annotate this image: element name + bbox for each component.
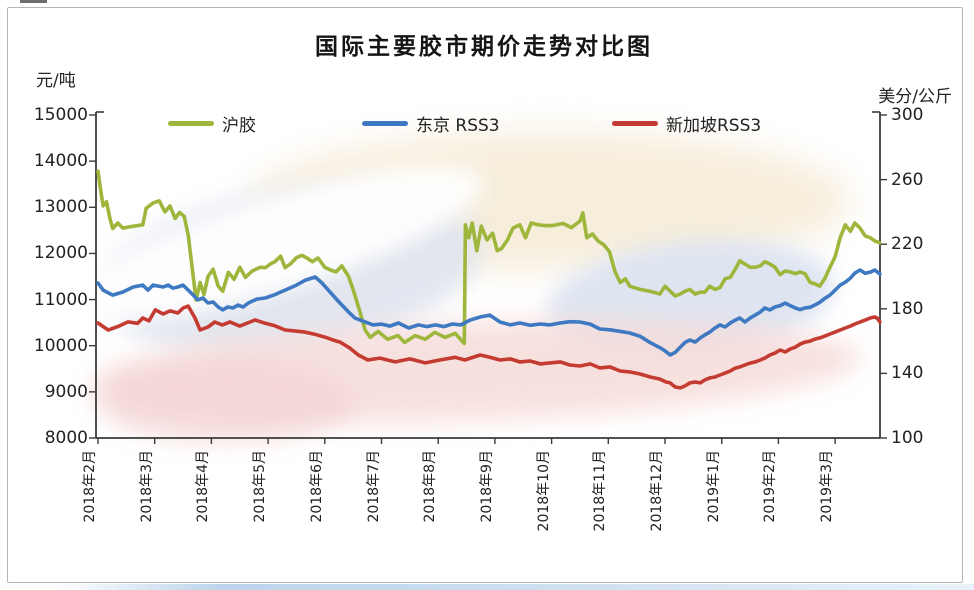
x-axis-label: 2018年8月	[422, 450, 439, 523]
x-axis-label: 2018年12月	[649, 450, 665, 532]
top-left-crop-artifact	[20, 0, 47, 3]
legend-swatch	[168, 121, 214, 126]
chart-border-frame	[7, 7, 963, 583]
legend-label: 东京 RSS3	[416, 116, 500, 136]
series-line-0	[96, 169, 882, 346]
x-axis-label: 2018年4月	[195, 450, 212, 523]
legend-swatch	[612, 121, 658, 126]
right-axis-tick-label: 100	[891, 428, 924, 448]
x-axis-label: 2018年11月	[592, 450, 609, 532]
right-axis-tick-label: 220	[891, 234, 924, 255]
x-axis-label: 2018年6月	[308, 450, 325, 523]
left-axis-tick-label: 11000	[33, 289, 88, 310]
left-axis-tick-label: 12000	[33, 243, 88, 264]
right-axis-tick-label: 140	[891, 363, 924, 384]
x-axis-label: 2018年3月	[138, 450, 155, 523]
x-axis-label: 2018年9月	[478, 450, 495, 523]
right-axis-tick-label: 180	[891, 298, 924, 319]
left-axis-tick-label: 13000	[33, 197, 88, 218]
legend-item-0: 沪胶	[168, 111, 256, 136]
left-axis-unit-label: 元/吨	[36, 71, 76, 91]
left-axis-tick-label: 15000	[33, 105, 88, 125]
left-axis-tick-label: 8000	[44, 428, 88, 448]
right-axis-tick-label: 260	[891, 169, 924, 190]
chart-title: 国际主要胶市期价走势对比图	[315, 34, 653, 60]
x-axis-label: 2018年7月	[365, 450, 382, 523]
right-axis-unit-label: 美分/公斤	[878, 87, 952, 107]
legend-label: 沪胶	[222, 116, 256, 136]
right-axis-tick-label: 300	[891, 105, 924, 125]
series-line-1	[96, 268, 882, 357]
legend-label: 新加坡RSS3	[666, 116, 762, 136]
x-axis-label: 2019年3月	[819, 450, 836, 523]
left-axis-tick-label: 10000	[33, 335, 88, 356]
left-axis-tick-label: 9000	[44, 381, 88, 402]
x-axis-label: 2018年2月	[82, 450, 98, 523]
legend-item-2: 新加坡RSS3	[612, 111, 761, 136]
left-axis-tick-label: 14000	[33, 151, 88, 172]
x-axis-label: 2019年2月	[762, 450, 779, 523]
watermark-pink-lower-left	[96, 361, 356, 441]
series-line-2	[96, 304, 882, 390]
x-axis-label: 2018年10月	[535, 450, 552, 532]
x-axis-label: 2019年1月	[705, 450, 722, 523]
x-axis-label: 2018年5月	[252, 450, 269, 523]
legend-swatch	[362, 121, 408, 126]
bottom-page-strip	[55, 584, 974, 590]
legend-item-1: 东京 RSS3	[362, 111, 500, 136]
